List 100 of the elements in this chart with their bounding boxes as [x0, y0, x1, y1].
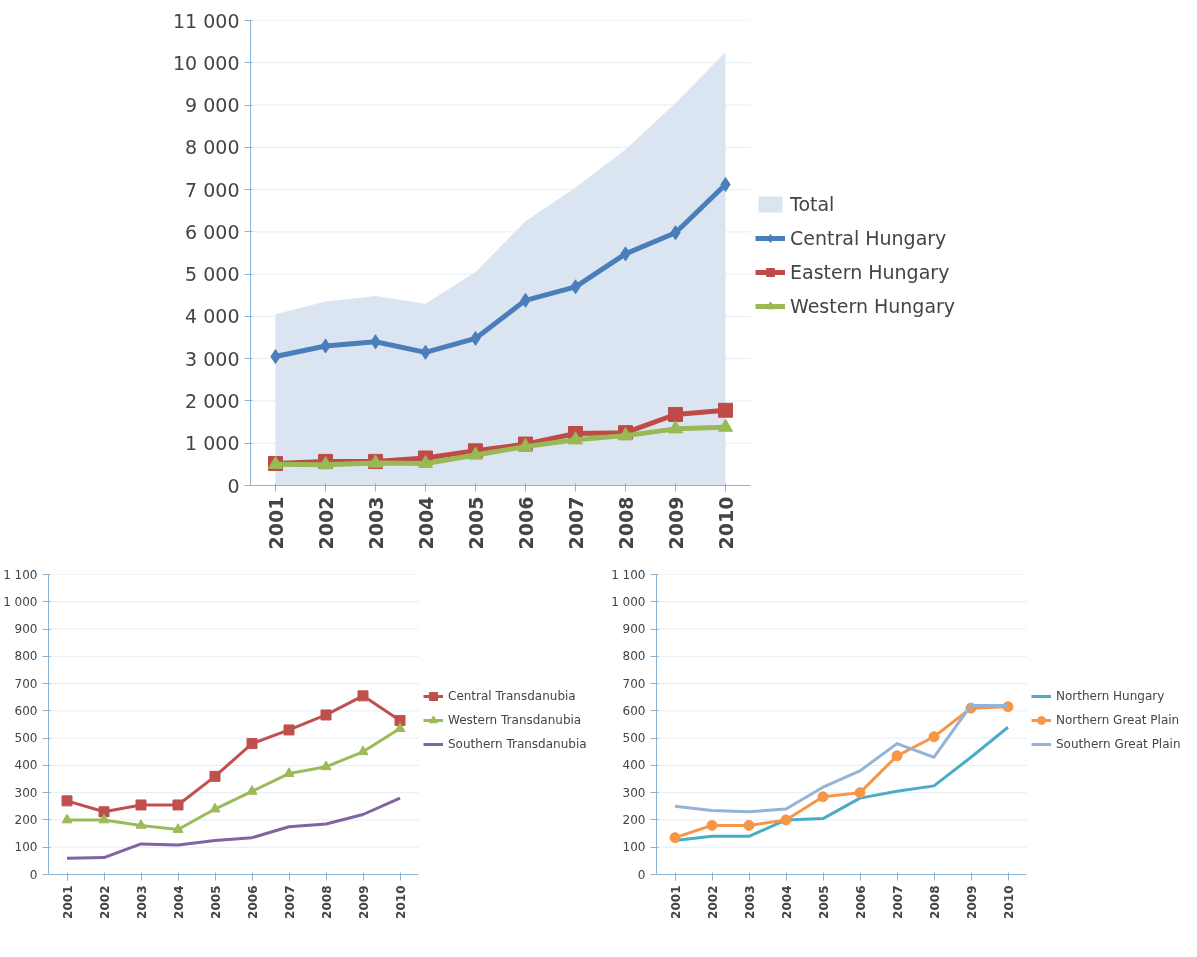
point [669, 832, 681, 844]
x-tick-label: 2005 [816, 885, 831, 919]
point [283, 767, 295, 777]
y-tick-label: 300 [622, 785, 646, 800]
y-tick-label: 7 000 [185, 178, 240, 201]
y-tick-label: 6 000 [185, 220, 240, 243]
x-tick-label: 2004 [414, 496, 437, 550]
point [394, 714, 406, 726]
legend-label: Northern Hungary [1056, 688, 1165, 704]
y-tick-label: 700 [14, 676, 38, 691]
point [209, 802, 221, 813]
y-tick-label: 500 [622, 731, 646, 746]
point [320, 760, 332, 771]
x-tick-label: 2009 [664, 496, 687, 550]
x-tick-label: 2001 [60, 885, 75, 919]
x-tick-label: 2006 [245, 885, 260, 919]
point [320, 709, 332, 721]
x-tick-label: 2001 [264, 496, 287, 550]
point [743, 819, 755, 831]
x-tick-label: 2001 [668, 885, 683, 919]
y-tick-label: 400 [622, 758, 646, 773]
x-tick-label: 2004 [779, 885, 794, 919]
point [706, 819, 718, 831]
x-tick-label: 2007 [890, 885, 905, 919]
x-tick-label: 2009 [356, 885, 371, 919]
legend-label: Southern Great Plain [1056, 736, 1181, 752]
x-tick-label: 2010 [1001, 885, 1016, 919]
point [246, 738, 258, 750]
point [668, 406, 683, 422]
x-tick-label: 2009 [964, 885, 979, 919]
y-tick-label: 200 [622, 812, 646, 827]
y-tick-label: 0 [637, 867, 646, 882]
point [61, 795, 73, 807]
y-tick-label: 500 [14, 731, 38, 746]
point [357, 690, 369, 702]
point [928, 731, 940, 743]
x-tick-label: 2004 [171, 885, 186, 919]
y-tick-label: 800 [14, 649, 38, 664]
point [135, 819, 147, 829]
y-tick-label: 1 000 [3, 594, 38, 609]
x-tick-label: 2005 [464, 496, 487, 550]
x-tick-label: 2008 [927, 885, 942, 919]
point [817, 791, 829, 803]
x-tick-label: 2002 [97, 885, 112, 919]
point [61, 813, 73, 824]
y-tick-label: 300 [14, 785, 38, 800]
y-tick-label: 400 [14, 758, 38, 773]
legend-label: Central Hungary [790, 225, 947, 251]
point [98, 806, 110, 818]
y-tick-label: 800 [622, 649, 646, 664]
legend-label: Northern Great Plain [1056, 712, 1180, 728]
point [98, 813, 110, 824]
point [394, 722, 406, 732]
point [135, 799, 147, 811]
y-tick-label: 1 100 [3, 567, 38, 582]
y-tick-label: 900 [14, 622, 38, 637]
x-tick-label: 2003 [364, 496, 387, 550]
x-tick-label: 2002 [314, 496, 337, 550]
x-tick-label: 2008 [319, 885, 334, 919]
x-tick-label: 2007 [282, 885, 297, 919]
y-tick-label: 0 [29, 867, 38, 882]
point [780, 814, 792, 826]
x-tick-label: 2006 [853, 885, 868, 919]
y-tick-label: 11 000 [173, 9, 240, 32]
x-tick-label: 2005 [208, 885, 223, 919]
legend-label: Central Transdanubia [448, 688, 576, 704]
legend-label: Western Transdanubia [448, 712, 582, 728]
line-series [65, 796, 402, 860]
y-tick-label: 600 [622, 703, 646, 718]
y-tick-label: 700 [622, 676, 646, 691]
point [854, 787, 866, 799]
y-tick-label: 600 [14, 703, 38, 718]
y-tick-label: 9 000 [185, 94, 240, 117]
point [668, 420, 683, 434]
y-tick-label: 4 000 [185, 305, 240, 328]
point [418, 454, 433, 469]
x-tick-label: 2003 [742, 885, 757, 919]
y-tick-label: 3 000 [185, 347, 240, 370]
point [172, 823, 184, 833]
legend-label: Eastern Hungary [790, 259, 950, 285]
y-tick-label: 100 [622, 840, 646, 855]
point [283, 724, 295, 736]
y-tick-label: 1 000 [611, 594, 646, 609]
y-tick-label: 0 [227, 474, 240, 497]
y-tick-label: 2 000 [185, 389, 240, 412]
point [891, 750, 903, 762]
x-tick-label: 2010 [714, 496, 737, 550]
y-tick-label: 10 000 [173, 51, 240, 74]
y-tick-label: 1 000 [185, 432, 240, 455]
y-tick-label: 8 000 [185, 136, 240, 159]
x-tick-label: 2002 [705, 885, 720, 919]
y-tick-label: 100 [14, 840, 38, 855]
point [718, 418, 733, 432]
legend-label: Southern Transdanubia [448, 736, 587, 752]
point [172, 799, 184, 811]
point [209, 770, 221, 782]
point [357, 745, 369, 756]
legend-label: Western Hungary [790, 293, 956, 319]
x-tick-label: 2008 [614, 496, 637, 550]
legend-label: Total [790, 191, 835, 217]
